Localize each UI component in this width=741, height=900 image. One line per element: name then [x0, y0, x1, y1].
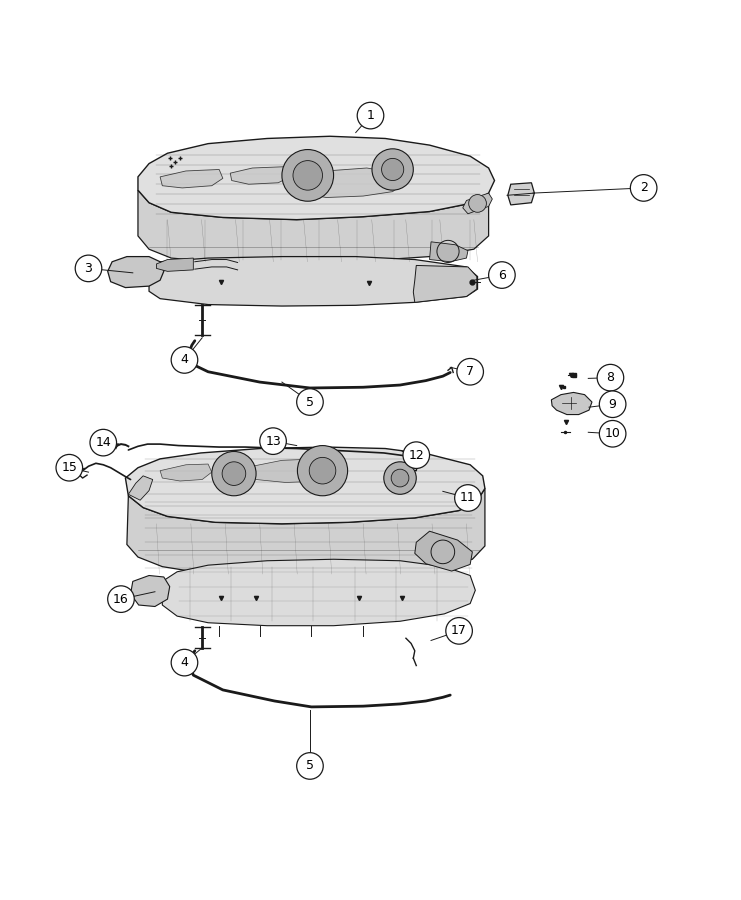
Circle shape: [446, 617, 472, 644]
Polygon shape: [125, 447, 485, 524]
Polygon shape: [107, 256, 164, 288]
Text: 9: 9: [608, 398, 617, 410]
Circle shape: [171, 346, 198, 374]
Circle shape: [382, 158, 404, 181]
Circle shape: [631, 175, 657, 202]
Circle shape: [260, 428, 286, 454]
Text: 7: 7: [466, 365, 474, 378]
Circle shape: [282, 149, 333, 202]
Text: 12: 12: [408, 449, 424, 462]
Circle shape: [222, 462, 246, 485]
Text: 2: 2: [639, 182, 648, 194]
Circle shape: [391, 469, 409, 487]
Polygon shape: [160, 464, 212, 481]
Polygon shape: [160, 169, 223, 188]
Polygon shape: [230, 166, 293, 184]
Text: 6: 6: [498, 268, 506, 282]
Text: 15: 15: [62, 461, 77, 474]
Circle shape: [384, 462, 416, 494]
Polygon shape: [138, 136, 494, 220]
Circle shape: [455, 485, 481, 511]
Text: 8: 8: [606, 371, 614, 384]
Circle shape: [488, 262, 515, 288]
Text: 11: 11: [460, 491, 476, 505]
Circle shape: [75, 255, 102, 282]
Circle shape: [212, 452, 256, 496]
Polygon shape: [463, 194, 492, 214]
Circle shape: [107, 586, 134, 612]
Polygon shape: [415, 531, 472, 572]
Polygon shape: [128, 476, 153, 500]
Polygon shape: [249, 459, 347, 482]
Polygon shape: [138, 190, 488, 264]
Text: 3: 3: [84, 262, 93, 274]
Text: 13: 13: [265, 435, 281, 447]
Circle shape: [457, 358, 483, 385]
Circle shape: [599, 420, 626, 447]
Circle shape: [469, 194, 486, 212]
Polygon shape: [127, 489, 485, 575]
Circle shape: [403, 442, 430, 469]
Text: 5: 5: [306, 395, 314, 409]
Circle shape: [296, 752, 323, 779]
Polygon shape: [162, 559, 475, 626]
Circle shape: [297, 446, 348, 496]
Circle shape: [296, 389, 323, 415]
Text: 10: 10: [605, 428, 620, 440]
Polygon shape: [430, 242, 468, 262]
Circle shape: [56, 454, 82, 481]
Text: 14: 14: [96, 436, 111, 449]
Polygon shape: [508, 183, 534, 205]
Polygon shape: [295, 168, 404, 197]
Circle shape: [309, 457, 336, 484]
Text: 4: 4: [181, 354, 188, 366]
Circle shape: [597, 364, 624, 391]
Text: 1: 1: [367, 109, 374, 122]
Text: 5: 5: [306, 760, 314, 772]
Text: 4: 4: [181, 656, 188, 669]
Polygon shape: [149, 256, 477, 306]
Circle shape: [171, 649, 198, 676]
Polygon shape: [413, 266, 476, 302]
Polygon shape: [130, 575, 170, 607]
Circle shape: [372, 148, 413, 190]
Circle shape: [293, 160, 322, 190]
Circle shape: [599, 391, 626, 418]
Polygon shape: [156, 258, 193, 272]
Text: 16: 16: [113, 592, 129, 606]
Polygon shape: [551, 392, 592, 415]
Circle shape: [90, 429, 116, 456]
Text: 17: 17: [451, 625, 467, 637]
Circle shape: [357, 103, 384, 129]
